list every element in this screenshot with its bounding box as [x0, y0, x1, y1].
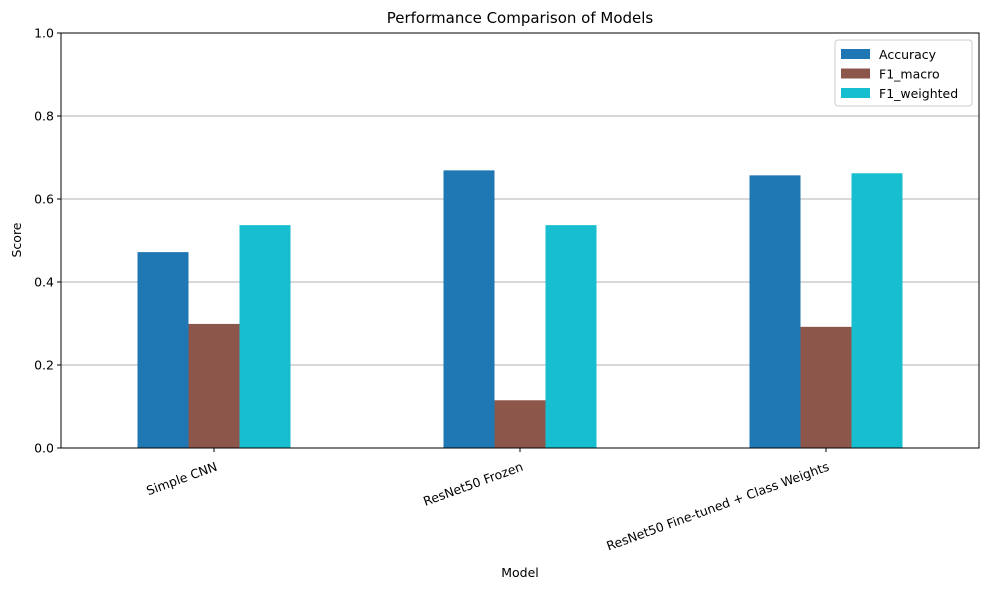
bar-f1-macro: [188, 323, 240, 448]
bar-accuracy: [749, 175, 801, 448]
x-axis-label: Model: [501, 565, 539, 580]
x-tick-label: ResNet50 Frozen: [421, 459, 525, 509]
y-axis-label: Score: [9, 222, 24, 257]
legend-label: F1_weighted: [879, 86, 958, 101]
bars: [137, 170, 903, 449]
legend: Accuracy F1_macro F1_weighted: [834, 39, 973, 107]
legend-swatch: [841, 49, 870, 59]
y-tick-label: 0.2: [34, 358, 54, 373]
x-ticks: Simple CNN ResNet50 Frozen ResNet50 Fine-t…: [144, 448, 831, 553]
y-tick-label: 0.6: [34, 192, 54, 207]
y-tick-label: 0.4: [34, 275, 54, 290]
bar-accuracy: [443, 170, 495, 449]
bar-accuracy: [137, 252, 189, 448]
legend-swatch: [841, 68, 870, 79]
bar-f1-weighted: [545, 225, 597, 448]
x-tick-label: Simple CNN: [144, 459, 219, 498]
legend-label: Accuracy: [879, 47, 937, 62]
legend-label: F1_macro: [879, 67, 940, 82]
bar-f1-weighted: [851, 173, 903, 448]
y-tick-label: 0.8: [34, 109, 54, 124]
y-tick-label: 1.0: [34, 26, 54, 41]
y-tick-label: 0.0: [34, 441, 54, 456]
bar-f1-macro: [494, 400, 546, 448]
bar-f1-weighted: [239, 225, 291, 448]
x-tick-label: ResNet50 Fine-tuned + Class Weights: [604, 459, 831, 554]
legend-swatch: [841, 88, 870, 98]
bar-f1-macro: [800, 326, 852, 448]
y-ticks: 0.0 0.2 0.4 0.6 0.8 1.0: [34, 26, 61, 456]
chart-title: Performance Comparison of Models: [387, 9, 654, 27]
